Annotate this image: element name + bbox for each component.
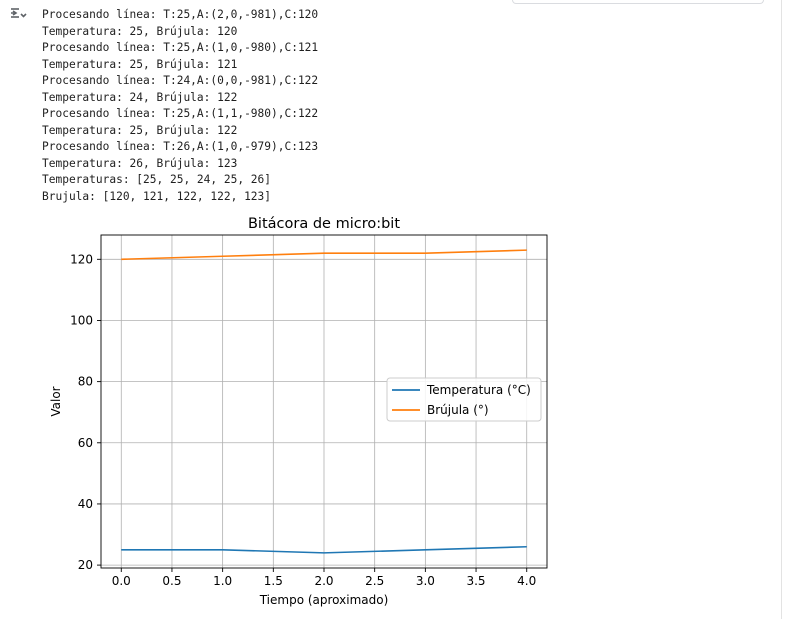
x-tick-label: 0.5 [162,574,181,588]
y-tick-label: 60 [78,436,93,450]
series-line-0 [121,545,527,554]
y-tick-label: 80 [78,375,93,389]
output-line: Temperatura: 25, Brújula: 122 [42,123,238,137]
x-tick-label: 1.0 [213,574,232,588]
legend-box [386,377,542,422]
output-line: Procesando línea: T:25,A:(1,1,-980),C:12… [42,107,319,120]
legend-label: Temperatura (°C) [426,383,531,397]
y-tick-label: 100 [70,313,93,327]
series-line-1 [121,249,527,261]
output-line: Procesando línea: T:24,A:(0,0,-981),C:12… [42,74,319,87]
output-line: Brujula: [120, 121, 122, 122, 123] [42,189,272,203]
output-line: Temperatura: 26, Brújula: 123 [42,156,238,170]
y-tick-label: 120 [70,252,93,266]
output-line: Temperatura: 24, Brújula: 122 [42,90,238,104]
output-line: Procesando línea: T:26,A:(1,0,-979),C:12… [42,140,319,153]
x-tick-label: 4.0 [517,574,536,588]
x-axis-label: Tiempo (aproximado) [259,593,389,607]
chart-title: Bitácora de micro:bit [248,216,400,232]
x-tick-label: 2.0 [314,574,333,588]
cell-output-text: Procesando línea: T:25,A:(2,0,-981),C:12… [42,7,318,205]
scrollbar-track[interactable] [781,0,782,619]
output-line: Temperaturas: [25, 25, 24, 25, 26] [42,173,272,186]
x-tick-label: 2.5 [365,574,384,588]
y-tick-label: 40 [78,497,93,511]
output-line: Temperatura: 25, Brújula: 121 [42,57,238,71]
x-tick-label: 3.0 [416,574,435,588]
output-line: Procesando línea: T:25,A:(2,0,-981),C:12… [42,8,319,21]
y-axis-label: Valor [49,386,63,416]
output-collapse-icon[interactable] [8,7,28,23]
y-tick-label: 20 [78,558,93,572]
output-line: Temperatura: 25, Brújula: 120 [42,24,238,38]
x-tick-label: 0.0 [112,574,131,588]
x-tick-label: 1.5 [264,574,283,588]
output-line: Procesando línea: T:25,A:(1,0,-980),C:12… [42,41,319,54]
legend-label: Brújula (°) [427,403,489,417]
x-tick-label: 3.5 [466,574,485,588]
